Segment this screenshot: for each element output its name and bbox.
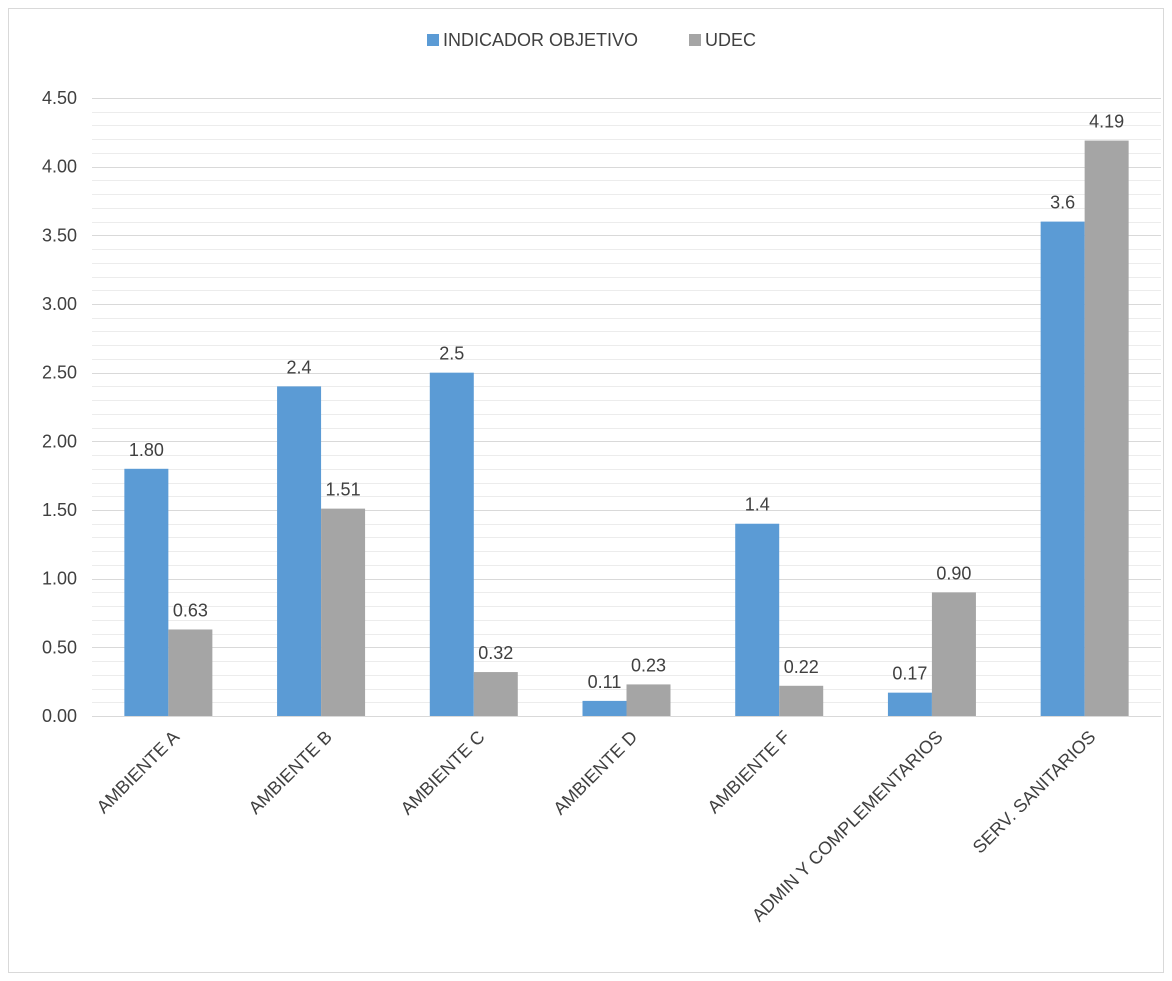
y-tick-label: 0.00 xyxy=(42,706,77,726)
y-tick-label: 0.50 xyxy=(42,637,77,657)
data-label: 2.5 xyxy=(439,344,464,364)
x-category-label: AMBIENTE D xyxy=(549,727,641,819)
legend-label: INDICADOR OBJETIVO xyxy=(443,30,638,50)
data-label: 0.22 xyxy=(784,657,819,677)
x-category-label: AMBIENTE C xyxy=(397,727,489,819)
bar-indicador-objetivo xyxy=(735,523,780,716)
data-label: 1.51 xyxy=(326,480,361,500)
bar-udec xyxy=(626,684,671,716)
x-category-label: SERV. SANITARIOS xyxy=(969,727,1100,858)
data-label: 0.90 xyxy=(936,563,971,583)
bar-udec xyxy=(779,685,824,716)
y-axis: 0.00 0.50 1.00 1.50 2.00 2.50 3.00 3.50 4.00 4.50 xyxy=(42,88,77,726)
y-tick-label: 2.50 xyxy=(42,363,77,383)
bar-udec xyxy=(1084,140,1129,716)
bar-indicador-objetivo xyxy=(124,468,169,716)
y-tick-label: 3.00 xyxy=(42,294,77,314)
bars xyxy=(124,140,1129,716)
y-tick-label: 1.50 xyxy=(42,500,77,520)
x-axis: AMBIENTE A AMBIENTE B AMBIENTE C AMBIENTE D… xyxy=(92,716,1161,925)
data-label: 0.63 xyxy=(173,600,208,620)
bar-udec xyxy=(168,629,213,716)
y-tick-label: 1.00 xyxy=(42,569,77,589)
bar-indicador-objetivo xyxy=(582,700,627,716)
data-labels: 1.80 0.63 2.4 1.51 2.5 0.32 0.11 0.23 1.4 0.22 0.1… xyxy=(129,112,1124,692)
bar-indicador-objetivo xyxy=(887,692,932,716)
data-label: 1.80 xyxy=(129,440,164,460)
data-label: 3.6 xyxy=(1050,193,1075,213)
y-tick-label: 4.50 xyxy=(42,88,77,108)
data-label: 4.19 xyxy=(1089,112,1124,132)
legend-swatch-indicador-objetivo xyxy=(427,34,439,46)
gridlines xyxy=(92,98,1161,703)
bar-udec xyxy=(321,508,366,716)
y-tick-label: 3.50 xyxy=(42,225,77,245)
data-label: 1.4 xyxy=(745,495,770,515)
legend-label: UDEC xyxy=(705,30,756,50)
bar-chart: INDICADOR OBJETIVO UDEC 0.00 0.50 1.00 1.50 2… xyxy=(42,30,1161,925)
x-category-label: AMBIENTE A xyxy=(93,727,184,818)
data-label: 0.23 xyxy=(631,655,666,675)
bar-udec xyxy=(931,592,976,716)
chart-frame: INDICADOR OBJETIVO UDEC 0.00 0.50 1.00 1.50 2… xyxy=(8,8,1164,973)
legend: INDICADOR OBJETIVO UDEC xyxy=(427,30,756,50)
data-label: 0.17 xyxy=(892,664,927,684)
data-label: 2.4 xyxy=(287,357,312,377)
x-category-label: AMBIENTE B xyxy=(245,727,336,818)
legend-swatch-udec xyxy=(689,34,701,46)
y-tick-label: 4.00 xyxy=(42,157,77,177)
data-label: 0.32 xyxy=(478,643,513,663)
bar-udec xyxy=(473,672,518,716)
bar-indicador-objetivo xyxy=(1040,221,1085,716)
data-label: 0.11 xyxy=(588,672,622,692)
x-category-label: AMBIENTE F xyxy=(704,727,795,818)
bar-indicador-objetivo xyxy=(277,386,322,716)
bar-indicador-objetivo xyxy=(429,372,474,716)
y-tick-label: 2.00 xyxy=(42,431,77,451)
